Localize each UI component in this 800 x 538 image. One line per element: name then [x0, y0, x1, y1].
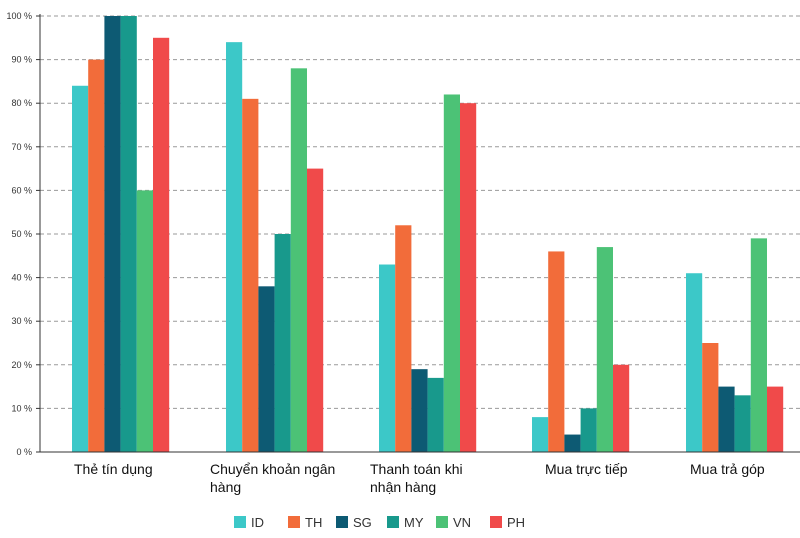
y-tick-label: 70 % [11, 142, 32, 152]
y-tick-label: 80 % [11, 98, 32, 108]
bar-th [548, 251, 565, 452]
y-tick-label: 20 % [11, 360, 32, 370]
x-category-label-line: nhận hàng [370, 479, 436, 495]
bar-id [686, 273, 703, 452]
y-tick-label: 50 % [11, 229, 32, 239]
bar-sg [718, 386, 735, 452]
x-category-label-line: Chuyển khoản ngân [210, 461, 335, 477]
legend-swatch-my [387, 516, 399, 528]
bar-vn [136, 190, 153, 452]
bar-my [427, 377, 444, 452]
bar-sg [411, 369, 428, 452]
bar-my [580, 408, 597, 452]
y-tick-label: 10 % [11, 403, 32, 413]
bar-my [274, 234, 291, 452]
legend-swatch-id [234, 516, 246, 528]
y-tick-label: 100 % [6, 11, 32, 21]
legend-label-th: TH [305, 515, 322, 530]
bar-ph [307, 168, 324, 452]
x-category-label: Thanh toán khi nhận hàng [370, 461, 463, 495]
legend: ID TH SG MY VN PH [234, 515, 525, 530]
x-category-label: Mua trực tiếp [545, 461, 628, 477]
legend-label-my: MY [404, 515, 424, 530]
x-category-label: Chuyển khoản ngân hàng [210, 461, 335, 495]
bar-th [242, 98, 259, 452]
legend-label-ph: PH [507, 515, 525, 530]
y-tick-label: 40 % [11, 273, 32, 283]
bar-vn [443, 94, 460, 452]
legend-swatch-vn [436, 516, 448, 528]
bar-ph [767, 386, 784, 452]
bars [72, 16, 784, 453]
legend-swatch-sg [336, 516, 348, 528]
y-tick-label: 90 % [11, 55, 32, 65]
x-category-label-line: Mua trực tiếp [545, 461, 628, 477]
y-axis-ticks: 0 % 10 % 20 % 30 % 40 % 50 % 60 % 70 % 80 % 90 % 1… [6, 11, 40, 457]
bar-ph [460, 103, 477, 452]
bar-vn [290, 68, 307, 452]
x-category-label: Thẻ tín dụng [74, 461, 153, 477]
bar-my [120, 16, 137, 452]
legend-label-id: ID [251, 515, 264, 530]
x-axis-labels: Thẻ tín dụng Chuyển khoản ngân hàng Thanh t… [74, 461, 765, 495]
bar-vn [596, 247, 613, 452]
bar-vn [750, 238, 767, 452]
y-tick-label: 0 % [16, 447, 32, 457]
bar-sg [104, 16, 121, 452]
bar-ph [613, 364, 630, 452]
bar-my [734, 395, 751, 452]
bar-ph [153, 37, 170, 453]
x-category-label-line: Mua trả góp [690, 461, 765, 477]
bar-id [226, 42, 243, 452]
y-tick-label: 30 % [11, 316, 32, 326]
bar-th [395, 225, 412, 452]
bar-id [532, 417, 549, 452]
x-category-label-line: Thanh toán khi [370, 461, 463, 477]
legend-label-vn: VN [453, 515, 471, 530]
bar-id [379, 264, 396, 452]
bar-th [702, 343, 719, 452]
x-category-label-line: Thẻ tín dụng [74, 461, 153, 477]
bar-id [72, 85, 89, 452]
legend-swatch-th [288, 516, 300, 528]
x-category-label: Mua trả góp [690, 461, 765, 477]
legend-swatch-ph [490, 516, 502, 528]
legend-label-sg: SG [353, 515, 372, 530]
x-category-label-line: hàng [210, 479, 241, 495]
bar-sg [258, 286, 275, 452]
bar-sg [564, 434, 581, 452]
y-tick-label: 60 % [11, 185, 32, 195]
axes [39, 14, 800, 453]
bar-th [88, 59, 105, 452]
